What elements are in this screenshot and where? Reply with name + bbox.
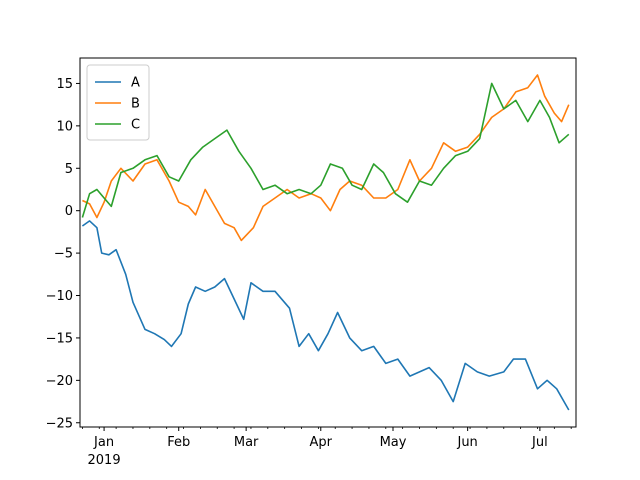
y-tick-label: 0 (65, 204, 73, 219)
x-axis: Jan 2019 Feb Mar Apr May Jun Jul (82, 427, 572, 468)
y-tick-label: −10 (46, 289, 73, 304)
x-tick-label: Jun (456, 435, 477, 450)
x-tick-label: May (380, 435, 407, 450)
legend: ABC (86, 64, 150, 141)
y-tick-label: 5 (65, 162, 73, 177)
plot-frame (79, 57, 577, 428)
y-tick-label: −25 (46, 416, 73, 431)
y-axis: −25 −20 −15 −10 −5 0 5 10 15 (46, 77, 80, 431)
x-tick-label: Feb (167, 435, 190, 450)
x-tick-label: Apr (310, 435, 333, 450)
legend-label-a: A (131, 76, 140, 91)
y-tick-label: −20 (46, 374, 73, 389)
series-line-b (82, 74, 570, 242)
y-tick-label: 15 (56, 77, 73, 92)
legend-label-b: B (131, 97, 140, 112)
x-tick-label: Mar (234, 435, 259, 450)
x-tick-sublabel: 2019 (88, 453, 121, 468)
x-tick-label: Jan (93, 435, 114, 450)
x-tick-label: Jul (531, 435, 548, 450)
series-line-a (81, 220, 570, 411)
y-tick-label: −5 (54, 247, 73, 262)
legend-label-c: C (131, 118, 140, 133)
series-layer (81, 74, 570, 411)
series-line-c (81, 82, 570, 218)
y-tick-label: −15 (46, 331, 73, 346)
y-tick-label: 10 (56, 119, 73, 134)
